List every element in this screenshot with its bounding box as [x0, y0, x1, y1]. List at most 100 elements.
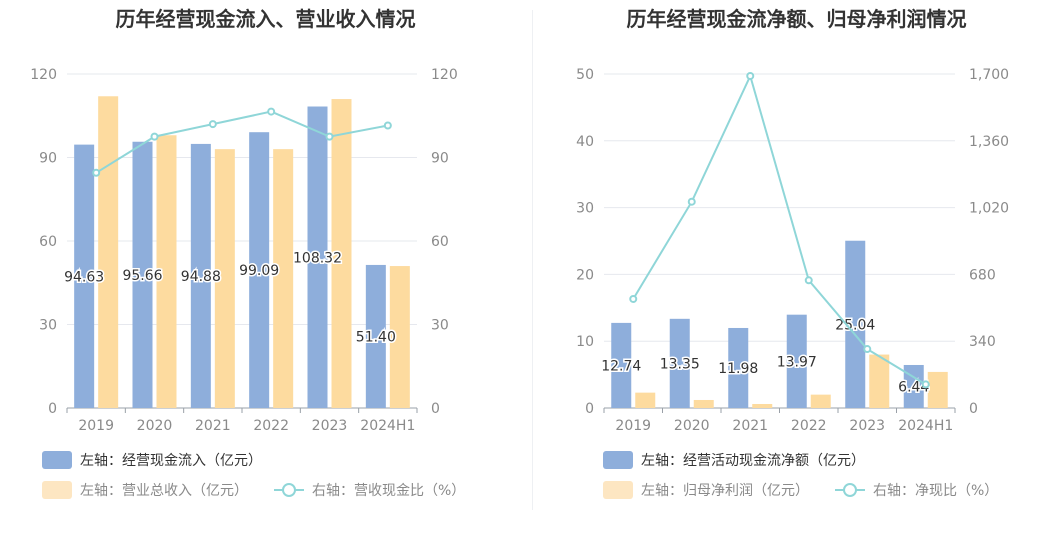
- y-tick-label-right: 340: [969, 334, 996, 350]
- bar: [752, 403, 773, 408]
- bar: [156, 135, 177, 408]
- line-point: [325, 132, 334, 141]
- y-tick-label-left: 60: [39, 234, 57, 250]
- legend-item[interactable]: 右轴：营收现金比（%）: [274, 480, 465, 500]
- legend-item[interactable]: 右轴：净现比（%）: [835, 480, 998, 500]
- y-tick-label-right: 1,360: [969, 134, 1009, 150]
- bar: [810, 394, 831, 408]
- x-tick-label: 2022: [253, 418, 289, 434]
- bar: [669, 318, 690, 408]
- y-tick-label-right: 1,700: [969, 67, 1009, 83]
- data-label: 51.40: [356, 329, 396, 345]
- y-tick-label-right: 60: [431, 234, 449, 250]
- y-tick-label-right: 0: [969, 401, 978, 417]
- legend-label: 左轴：经营现金流入（亿元）: [80, 453, 262, 469]
- data-label: 12.74: [601, 358, 641, 374]
- legend-swatch: [603, 481, 633, 499]
- legend-item[interactable]: 左轴：经营现金流入（亿元）: [42, 450, 262, 470]
- legend-item[interactable]: 左轴：经营活动现金流净额（亿元）: [603, 450, 865, 470]
- chart-panel-left: 历年经营现金流入、营业收入情况 0 0 30 30 60 60 90 90 120 120 2019…: [30, 7, 465, 500]
- y-tick-label-right: 1,020: [969, 201, 1009, 217]
- y-tick-label-left: 20: [576, 267, 594, 283]
- chart-panel-right: 历年经营现金流净额、归母净利润情况 0 0 10 340 20 680 30 1,020 40 1…: [531, 0, 1062, 546]
- data-label: 94.88: [181, 269, 221, 285]
- x-tick-label: 2024H1: [360, 418, 415, 434]
- bar: [869, 354, 890, 408]
- y-tick-label-left: 10: [576, 334, 594, 350]
- data-label: 94.63: [64, 269, 104, 285]
- bar: [927, 371, 948, 408]
- chart-canvas: 0 0 30 30 60 60 90 90 120 120 2019 2020 2021 2022 2023…: [30, 67, 458, 434]
- bar: [190, 143, 211, 408]
- x-tick-label: 2019: [615, 418, 651, 434]
- y-tick-label-right: 90: [431, 151, 449, 167]
- x-tick-label: 2022: [791, 418, 827, 434]
- chart-canvas: 0 0 10 340 20 680 30 1,020 40 1,360 50 1,700 2019 202…: [576, 67, 1009, 434]
- line-point: [687, 197, 696, 206]
- legend-line-marker-icon: [274, 481, 304, 499]
- data-label: 99.09: [239, 263, 279, 279]
- legend-line-marker-icon: [835, 481, 865, 499]
- data-label: 95.66: [122, 268, 162, 284]
- legend-item[interactable]: 左轴：营业总收入（亿元）: [42, 480, 248, 500]
- y-tick-label-left: 30: [39, 318, 57, 334]
- x-tick-label: 2020: [137, 418, 173, 434]
- bar: [98, 96, 119, 409]
- y-tick-label-left: 120: [30, 67, 57, 83]
- data-label: 108.32: [293, 250, 342, 266]
- bar: [307, 106, 328, 408]
- legend-swatch: [603, 451, 633, 469]
- y-tick-label-left: 0: [48, 401, 57, 417]
- y-tick-label-left: 50: [576, 67, 594, 83]
- data-label: 11.98: [718, 361, 758, 377]
- x-tick-label: 2019: [78, 418, 114, 434]
- chart-title: 历年经营现金流净额、归母净利润情况: [626, 7, 967, 31]
- bar: [693, 399, 714, 408]
- line-point: [746, 71, 755, 80]
- panel-divider: [532, 10, 533, 510]
- line-point: [629, 294, 638, 303]
- bar: [132, 141, 153, 408]
- data-label: 13.97: [777, 354, 817, 370]
- series-line: [632, 73, 927, 386]
- x-tick-label: 2023: [849, 418, 885, 434]
- x-tick-label: 2023: [312, 418, 348, 434]
- line-point: [208, 120, 217, 129]
- line-point: [383, 121, 392, 130]
- y-tick-label-right: 120: [431, 67, 458, 83]
- bar: [728, 327, 749, 408]
- bar: [214, 149, 235, 408]
- legend-swatch: [42, 451, 72, 469]
- line-point: [150, 132, 159, 141]
- x-tick-label: 2021: [732, 418, 768, 434]
- bar: [611, 322, 632, 408]
- bar: [845, 240, 866, 408]
- data-label: 25.04: [835, 317, 875, 333]
- bar: [249, 132, 270, 408]
- bar: [74, 144, 95, 408]
- line-point: [267, 107, 276, 116]
- data-label: 13.35: [660, 356, 700, 372]
- bar: [365, 264, 386, 408]
- y-tick-label-left: 40: [576, 134, 594, 150]
- x-tick-label: 2020: [674, 418, 710, 434]
- bar: [273, 149, 294, 408]
- legend-label: 左轴：归母净利润（亿元）: [641, 483, 809, 499]
- y-tick-label-right: 30: [431, 318, 449, 334]
- y-tick-label-right: 680: [969, 267, 996, 283]
- x-tick-label: 2021: [195, 418, 231, 434]
- y-tick-label-left: 30: [576, 201, 594, 217]
- y-tick-label-left: 90: [39, 151, 57, 167]
- y-tick-label-left: 0: [585, 401, 594, 417]
- legend-label: 右轴：营收现金比（%）: [312, 483, 466, 499]
- bar: [786, 314, 807, 408]
- legend-swatch: [42, 481, 72, 499]
- legend-label: 左轴：营业总收入（亿元）: [80, 483, 248, 499]
- line-point: [863, 345, 872, 354]
- legend-item[interactable]: 左轴：归母净利润（亿元）: [603, 480, 809, 500]
- line-point: [921, 380, 930, 389]
- line-point: [92, 168, 101, 177]
- bar: [389, 266, 410, 408]
- legend-label: 左轴：经营活动现金流净额（亿元）: [641, 453, 865, 469]
- chart-title: 历年经营现金流入、营业收入情况: [115, 7, 416, 31]
